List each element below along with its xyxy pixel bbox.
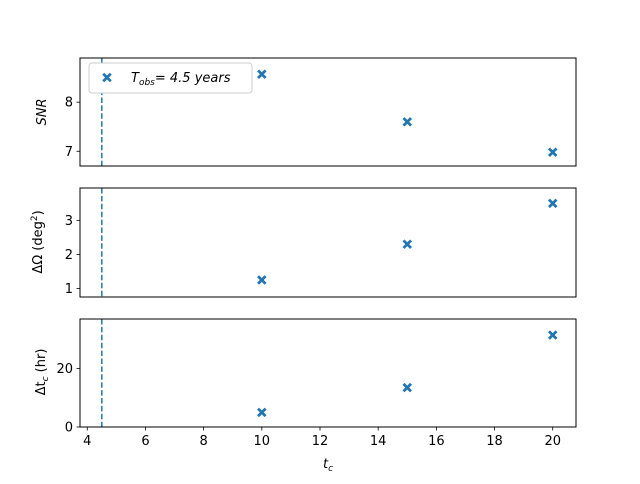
x-tick-label: 14 — [370, 434, 387, 449]
x-tick-label: 10 — [254, 434, 271, 449]
snr-point — [256, 69, 267, 80]
x-axis-ticks: 4 6 8 10 12 14 16 18 20 — [83, 427, 561, 449]
delta-tc-y-tick-label: 0 — [65, 421, 73, 436]
x-tick-label: 18 — [486, 434, 503, 449]
delta-tc-y-tick-label: 20 — [56, 362, 73, 377]
legend-label: Tobs= 4.5 years — [131, 71, 231, 88]
x-tick-label: 12 — [312, 434, 329, 449]
delta-tc-axes-frame — [79, 318, 577, 428]
delta-tc-point — [547, 330, 558, 340]
delta-tc-panel: 0 20 Δtc (hr) — [34, 318, 577, 436]
snr-y-tick-label: 7 — [65, 145, 73, 160]
snr-y-ticks: 78 — [65, 96, 80, 160]
delta-omega-y-tick-label: 3 — [65, 214, 73, 229]
delta-tc-point — [256, 407, 267, 418]
delta-omega-panel: 1 2 3 ΔΩ (deg2) — [30, 187, 577, 298]
snr-point — [402, 116, 413, 127]
delta-omega-point — [402, 239, 413, 250]
delta-tc-y-label: Δtc (hr) — [34, 349, 51, 396]
snr-y-tick-label: 8 — [65, 96, 73, 111]
delta-omega-marks — [101, 188, 558, 297]
delta-tc-marks — [101, 319, 558, 427]
snr-axes-frame — [79, 57, 577, 167]
delta-omega-y-ticks: 1 2 3 — [65, 214, 80, 297]
delta-omega-point — [547, 198, 558, 209]
delta-tc-y-ticks: 0 20 — [56, 362, 80, 436]
legend-marker — [102, 72, 112, 83]
delta-omega-axes-frame — [79, 187, 577, 298]
x-tick-label: 6 — [141, 434, 149, 449]
delta-tc-point — [402, 382, 413, 393]
delta-omega-y-label: ΔΩ (deg2) — [30, 210, 46, 273]
delta-omega-y-tick-label: 1 — [65, 282, 73, 297]
x-tick-label: 16 — [428, 434, 445, 449]
delta-omega-y-tick-label: 2 — [65, 248, 73, 263]
legend: Tobs= 4.5 years — [88, 62, 253, 94]
legend-box — [88, 62, 253, 94]
snr-y-label: SNR — [35, 98, 50, 125]
x-tick-label: 4 — [83, 434, 91, 449]
snr-point — [547, 147, 558, 158]
x-tick-label: 20 — [544, 434, 561, 449]
snr-panel: 78 SNR Tobs= 4.5 years — [35, 57, 577, 167]
x-axis-label: tc — [323, 457, 333, 474]
x-tick-label: 8 — [199, 434, 207, 449]
delta-omega-point — [256, 275, 267, 285]
